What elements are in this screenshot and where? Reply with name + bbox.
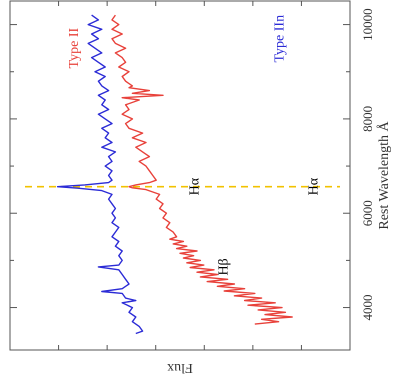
tick-marks	[10, 1, 350, 350]
h-alpha-label-type-ii: Hα	[188, 177, 203, 195]
x-tick-label: 4000	[360, 295, 375, 321]
x-tick-label: 8000	[360, 106, 375, 132]
type-iin-label: Type IIn	[273, 15, 288, 63]
type-iin-spectrum-line	[56, 14, 144, 335]
tick-labels: 4000 6000 8000 10000	[360, 8, 375, 320]
type-ii-label: Type II	[67, 28, 82, 69]
h-beta-label: Hβ	[217, 258, 232, 275]
x-axis-label: Rest Wavelength Å	[376, 120, 392, 229]
type-ii-spectrum-line	[111, 14, 293, 325]
annotations: Type II Type IIn Hα Hα Hβ	[67, 15, 322, 276]
x-tick-label: 6000	[360, 200, 375, 226]
plot-frame	[9, 0, 351, 351]
h-alpha-label-type-iin: Hα	[307, 177, 322, 195]
x-tick-label: 10000	[360, 8, 375, 41]
y-axis-label: Flux	[167, 360, 193, 375]
spectrum-series	[56, 14, 293, 335]
